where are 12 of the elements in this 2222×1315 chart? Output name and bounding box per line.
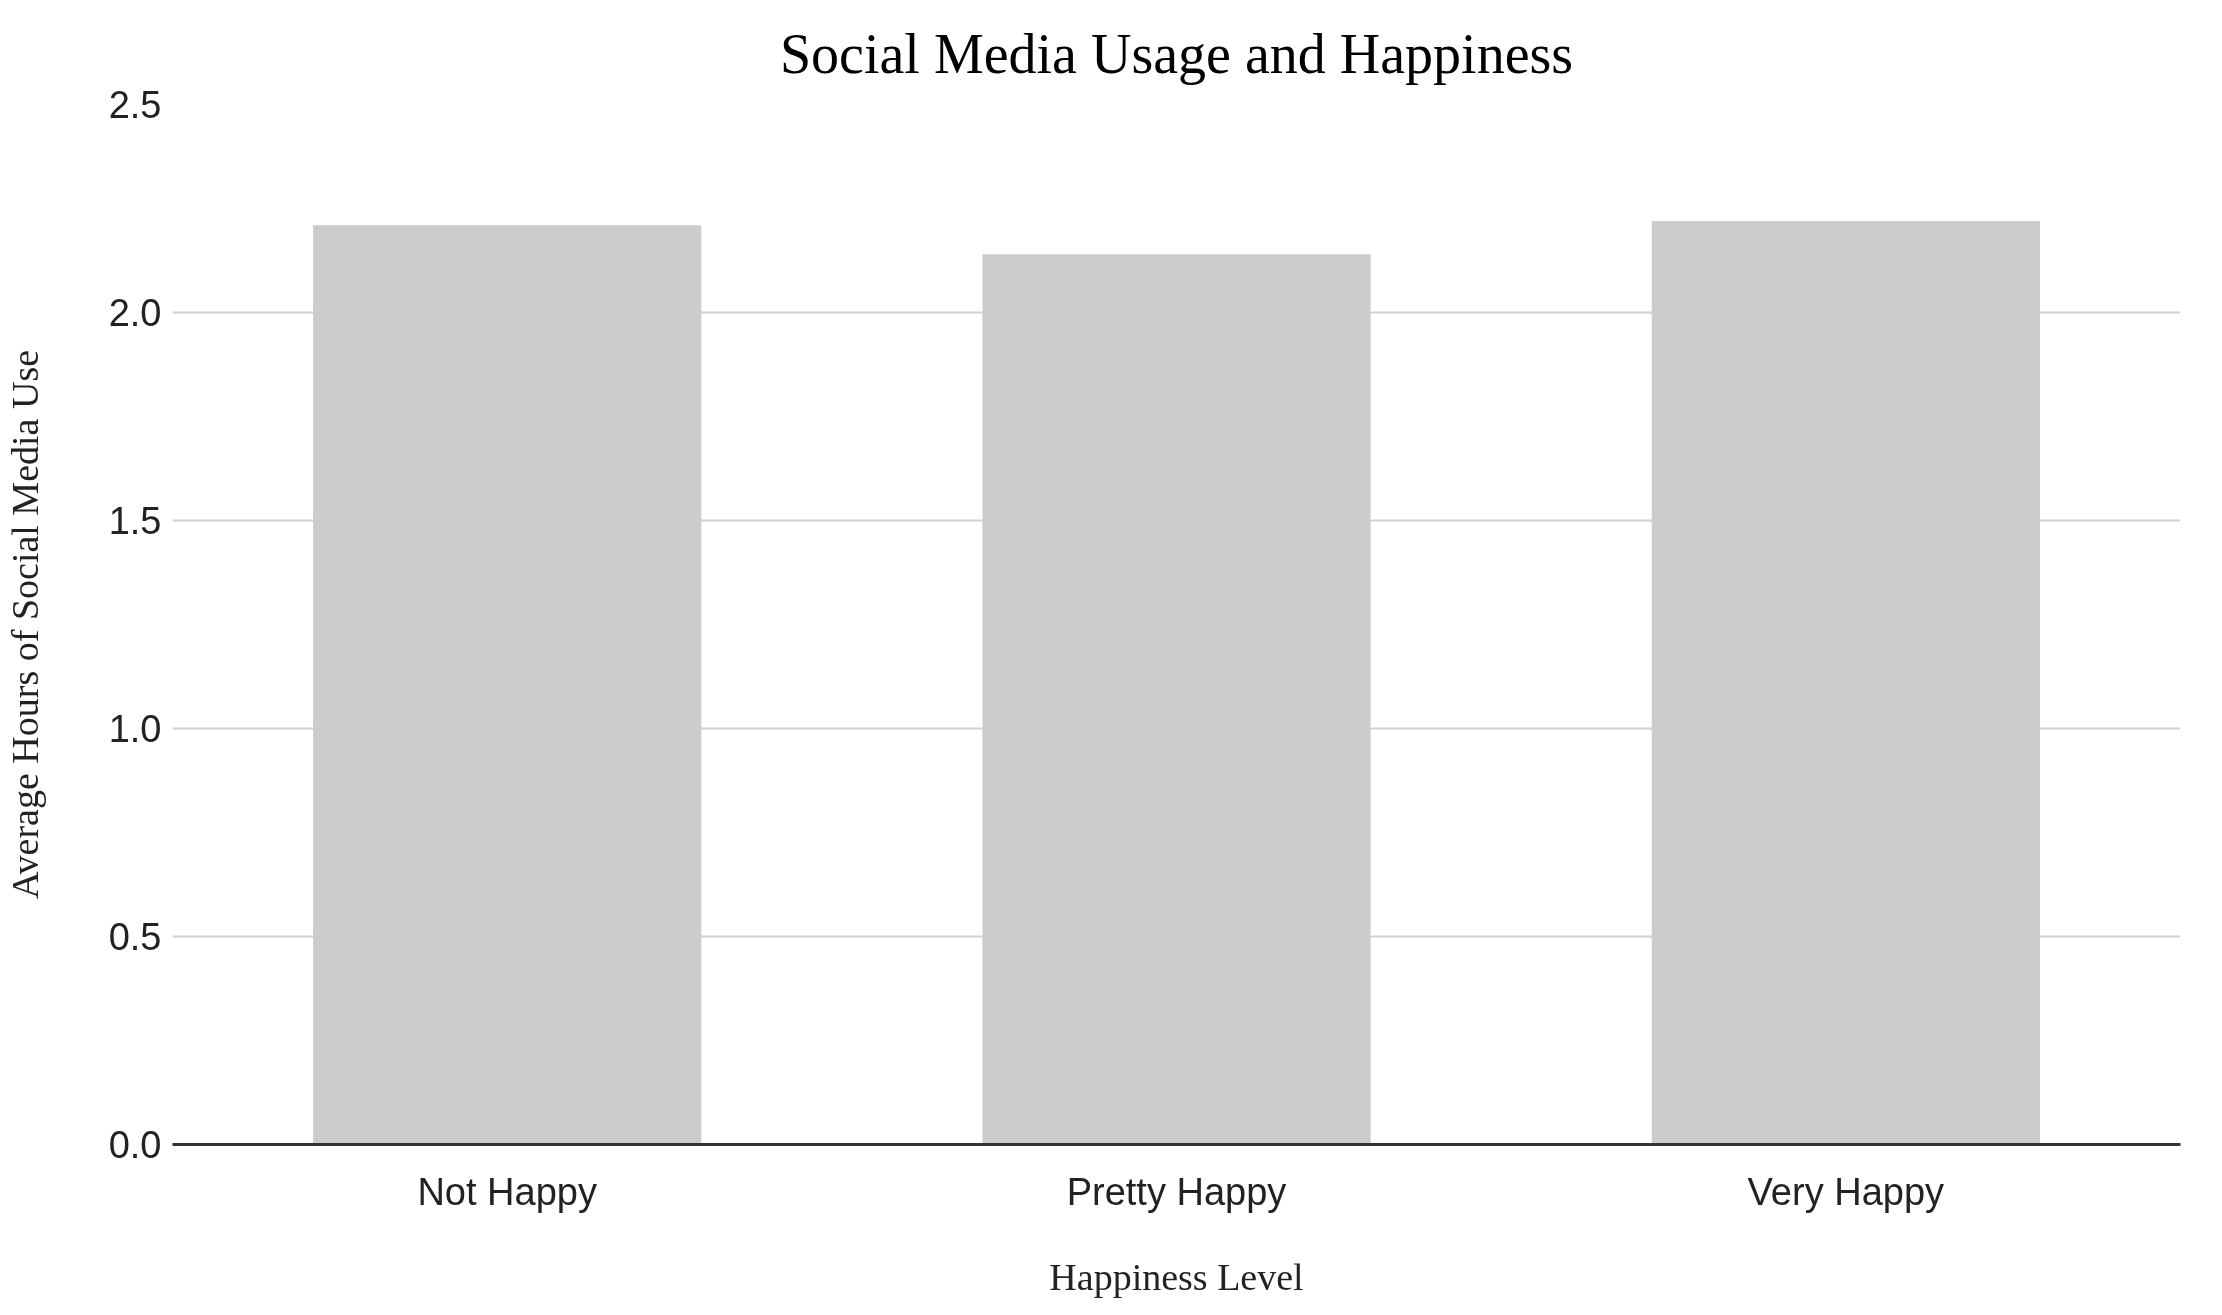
x-axis-title: Happiness Level <box>1049 1255 1304 1298</box>
x-tick-label: Very Happy <box>1747 1170 1945 1213</box>
chart-title: Social Media Usage and Happiness <box>779 22 1574 85</box>
x-tick-label: Pretty Happy <box>1066 1170 1287 1213</box>
y-tick-label: 0.0 <box>108 1124 162 1166</box>
y-tick-label: 0.5 <box>108 916 162 958</box>
y-tick-label: 1.5 <box>108 500 162 542</box>
y-tick-label: 2.0 <box>108 292 162 334</box>
y-tick-label: 2.5 <box>108 84 162 126</box>
x-tick-label: Not Happy <box>417 1170 597 1213</box>
y-tick-label: 1.0 <box>108 708 162 750</box>
y-axis-title: Average Hours of Social Media Use <box>3 349 46 900</box>
